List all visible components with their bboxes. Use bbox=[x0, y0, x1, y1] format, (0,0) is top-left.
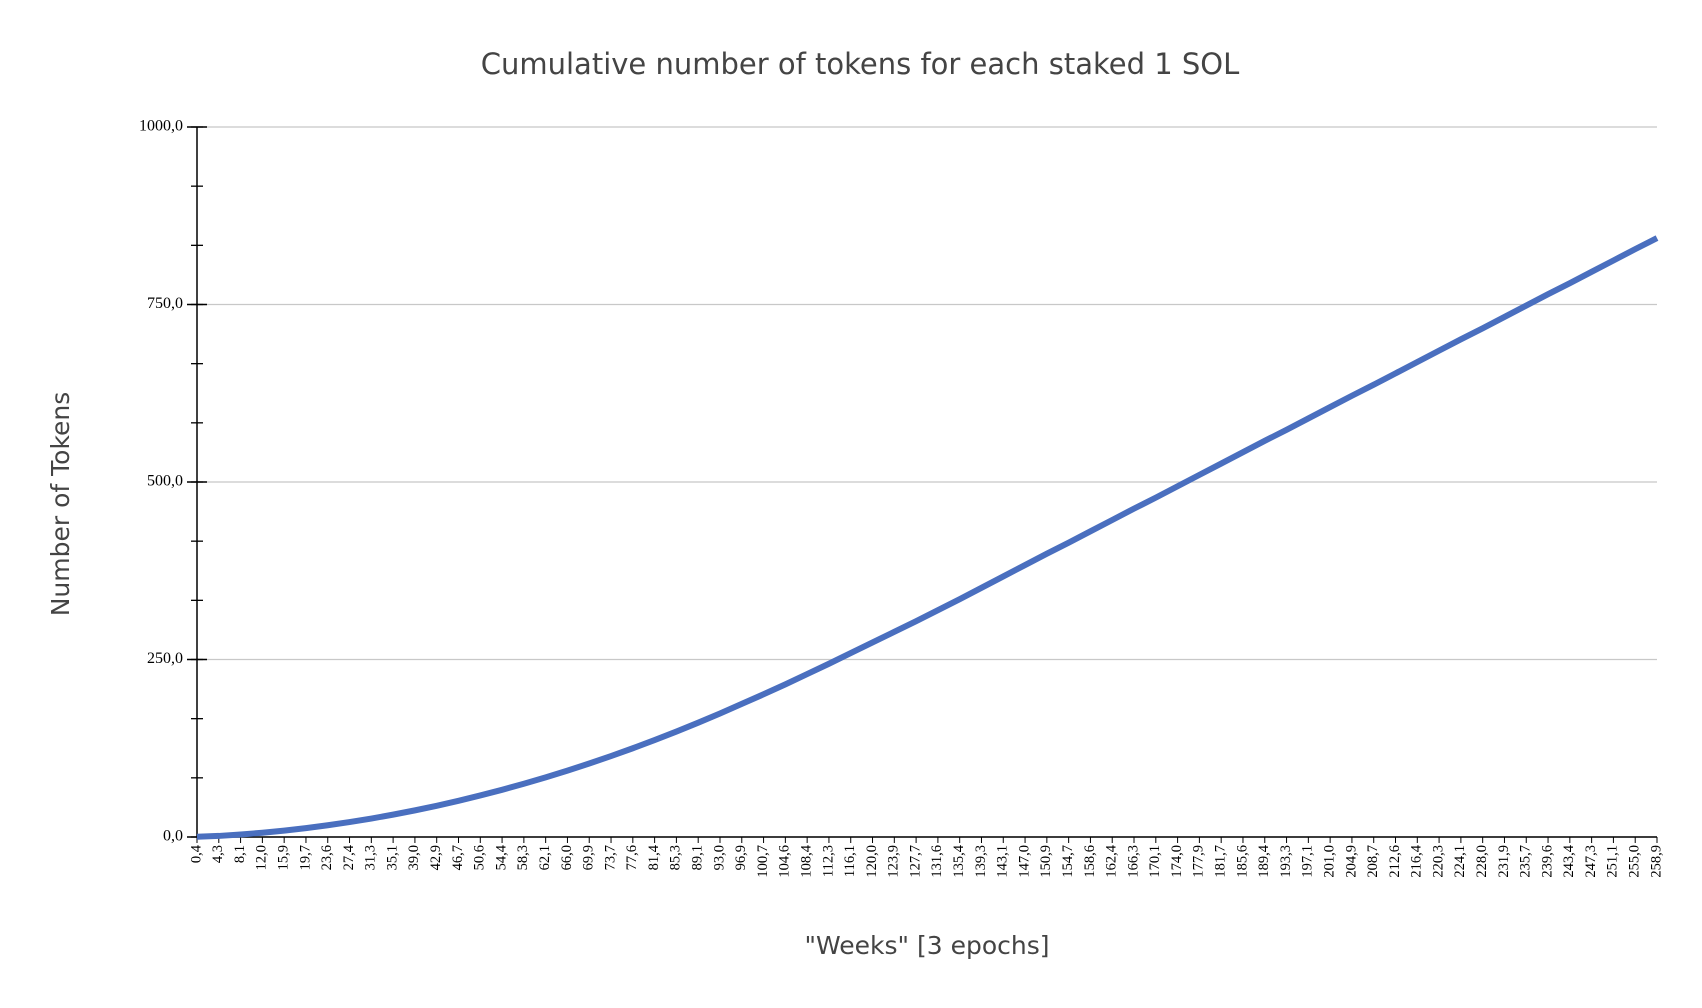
x-tick-label: 189,4 bbox=[1256, 844, 1272, 877]
x-tick-label: 135,4 bbox=[951, 844, 967, 877]
x-tick-label: 166,3 bbox=[1125, 845, 1141, 878]
x-tick-label: 50,6 bbox=[472, 845, 488, 870]
x-tick-label: 147,0 bbox=[1016, 845, 1032, 878]
x-tick-label: 197,1 bbox=[1300, 845, 1316, 878]
x-tick-label: 228,0 bbox=[1474, 845, 1490, 878]
x-tick-label: 8,1 bbox=[232, 845, 248, 863]
x-tick-label: 158,6 bbox=[1082, 845, 1098, 878]
x-tick-label: 42,9 bbox=[428, 845, 444, 870]
x-tick-label: 174,0 bbox=[1169, 845, 1185, 878]
x-tick-label: 69,9 bbox=[581, 845, 597, 870]
y-axis-label: Number of Tokens bbox=[46, 392, 75, 617]
x-tick-label: 81,4 bbox=[646, 844, 662, 870]
x-tick-label: 177,9 bbox=[1191, 845, 1207, 878]
y-tick-label: 500,0 bbox=[147, 473, 183, 490]
x-tick-label: 143,1 bbox=[995, 845, 1011, 878]
x-tick-label: 15,9 bbox=[275, 845, 291, 870]
y-tick-label: 750,0 bbox=[147, 295, 183, 312]
x-tick-label: 62,1 bbox=[537, 845, 553, 870]
x-tick-label: 0,4 bbox=[188, 844, 204, 863]
y-tick-label: 1000,0 bbox=[139, 118, 183, 135]
x-tick-label: 170,1 bbox=[1147, 845, 1163, 878]
x-tick-label: 112,3 bbox=[820, 845, 836, 877]
x-tick-label: 54,4 bbox=[493, 844, 509, 870]
x-tick-label: 258,9 bbox=[1648, 845, 1664, 878]
x-tick-label: 66,0 bbox=[559, 845, 575, 870]
x-tick-label: 243,4 bbox=[1561, 844, 1577, 877]
x-tick-label: 93,0 bbox=[711, 845, 727, 870]
x-tick-label: 31,3 bbox=[363, 845, 379, 870]
x-tick-label: 12,0 bbox=[254, 845, 270, 870]
x-tick-label: 235,7 bbox=[1518, 845, 1534, 878]
x-tick-label: 96,9 bbox=[733, 845, 749, 870]
chart-title: Cumulative number of tokens for each sta… bbox=[481, 47, 1240, 81]
x-tick-label: 120,0 bbox=[864, 845, 880, 878]
x-tick-label: 251,1 bbox=[1605, 845, 1621, 878]
x-tick-label: 58,3 bbox=[515, 845, 531, 870]
x-tick-label: 77,6 bbox=[624, 845, 640, 870]
x-tick-label: 85,3 bbox=[668, 845, 684, 870]
x-tick-label: 204,9 bbox=[1343, 845, 1359, 878]
x-tick-label: 89,1 bbox=[690, 845, 706, 870]
x-tick-label: 224,1 bbox=[1452, 845, 1468, 878]
y-tick-label: 0,0 bbox=[163, 828, 183, 845]
x-tick-label: 123,9 bbox=[886, 845, 902, 878]
x-tick-label: 23,6 bbox=[319, 845, 335, 870]
x-tick-label: 220,3 bbox=[1430, 845, 1446, 878]
x-tick-label: 127,7 bbox=[907, 845, 923, 878]
x-tick-label: 19,7 bbox=[297, 845, 313, 870]
x-tick-label: 150,9 bbox=[1038, 845, 1054, 878]
x-tick-label: 131,6 bbox=[929, 845, 945, 878]
x-tick-label: 162,4 bbox=[1104, 844, 1120, 877]
x-tick-label: 100,7 bbox=[755, 845, 771, 878]
x-tick-label: 255,0 bbox=[1627, 845, 1643, 878]
x-tick-label: 4,3 bbox=[210, 845, 226, 863]
x-tick-label: 46,7 bbox=[450, 845, 466, 870]
x-tick-label: 27,4 bbox=[341, 844, 357, 870]
x-tick-label: 216,4 bbox=[1409, 844, 1425, 877]
x-tick-label: 181,7 bbox=[1213, 845, 1229, 878]
x-tick-label: 108,4 bbox=[798, 844, 814, 877]
y-tick-label: 250,0 bbox=[147, 650, 183, 667]
x-tick-label: 104,6 bbox=[777, 845, 793, 878]
x-tick-label: 231,9 bbox=[1496, 845, 1512, 878]
x-tick-label: 39,0 bbox=[406, 845, 422, 870]
x-tick-label: 185,6 bbox=[1234, 845, 1250, 878]
x-axis-label: "Weeks" [3 epochs] bbox=[805, 931, 1050, 960]
x-tick-label: 116,1 bbox=[842, 845, 858, 877]
data-line bbox=[196, 235, 1659, 840]
x-tick-label: 239,6 bbox=[1539, 845, 1555, 878]
x-tick-label: 139,3 bbox=[973, 845, 989, 878]
x-tick-label: 247,3 bbox=[1583, 845, 1599, 878]
x-tick-label: 208,7 bbox=[1365, 845, 1381, 878]
x-tick-label: 212,6 bbox=[1387, 845, 1403, 878]
x-tick-label: 35,1 bbox=[384, 845, 400, 870]
x-tick-label: 193,3 bbox=[1278, 845, 1294, 878]
x-tick-label: 73,7 bbox=[602, 845, 618, 870]
x-tick-label: 154,7 bbox=[1060, 845, 1076, 878]
x-tick-label: 201,0 bbox=[1321, 845, 1337, 878]
